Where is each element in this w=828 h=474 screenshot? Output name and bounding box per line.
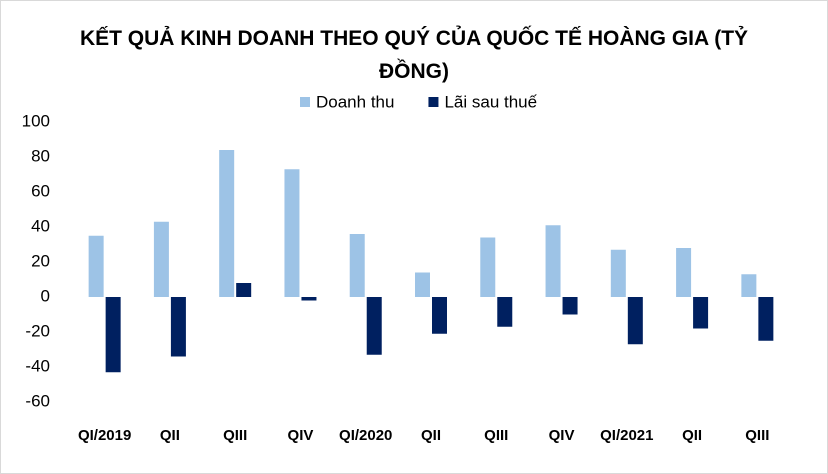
bar xyxy=(676,248,692,297)
x-tick-label: QIV xyxy=(549,427,575,444)
x-tick-label: QI/2019 xyxy=(78,427,131,444)
bar xyxy=(88,235,104,297)
y-tick-label: 20 xyxy=(31,251,50,270)
legend-swatch xyxy=(300,97,310,107)
bar xyxy=(480,237,496,297)
bar xyxy=(236,283,252,297)
bar xyxy=(366,297,382,355)
bar xyxy=(170,297,186,357)
bar xyxy=(349,234,365,297)
bar xyxy=(301,297,317,301)
bar xyxy=(219,150,235,297)
x-tick-label: QII xyxy=(160,427,180,444)
bar xyxy=(627,297,643,345)
y-tick-label: 40 xyxy=(31,216,50,235)
x-tick-label: QIII xyxy=(223,427,247,444)
legend-swatch xyxy=(428,97,439,107)
bar xyxy=(562,297,578,315)
x-tick-label: QII xyxy=(682,427,702,444)
bar xyxy=(693,297,709,329)
x-tick-label: QIII xyxy=(745,427,769,444)
y-tick-label: 60 xyxy=(31,181,50,200)
chart-title: KẾT QUẢ KINH DOANH THEO QUÝ CỦA QUỐC TẾ … xyxy=(79,27,749,83)
bar xyxy=(758,297,774,341)
y-tick-label: -60 xyxy=(25,391,50,410)
bar xyxy=(741,274,757,297)
bar xyxy=(415,272,430,297)
bar xyxy=(105,297,121,373)
bar xyxy=(545,225,561,297)
bar xyxy=(284,169,300,297)
bar xyxy=(497,297,513,327)
y-tick-label: 100 xyxy=(22,111,50,130)
legend-label: Doanh thu xyxy=(316,92,394,111)
legend-label: Lãi sau thuế xyxy=(444,92,537,111)
bar xyxy=(432,297,447,334)
y-tick-label: -20 xyxy=(25,321,50,340)
y-tick-label: -40 xyxy=(25,356,50,375)
y-tick-label: 80 xyxy=(31,146,50,165)
x-tick-label: QII xyxy=(421,427,441,444)
x-tick-label: QIII xyxy=(484,427,508,444)
bar xyxy=(153,221,169,297)
x-tick-label: QI/2021 xyxy=(600,427,653,444)
y-tick-label: 0 xyxy=(41,286,50,305)
x-tick-label: QI/2020 xyxy=(339,427,392,444)
bar xyxy=(610,249,626,297)
x-tick-label: QIV xyxy=(288,427,314,444)
